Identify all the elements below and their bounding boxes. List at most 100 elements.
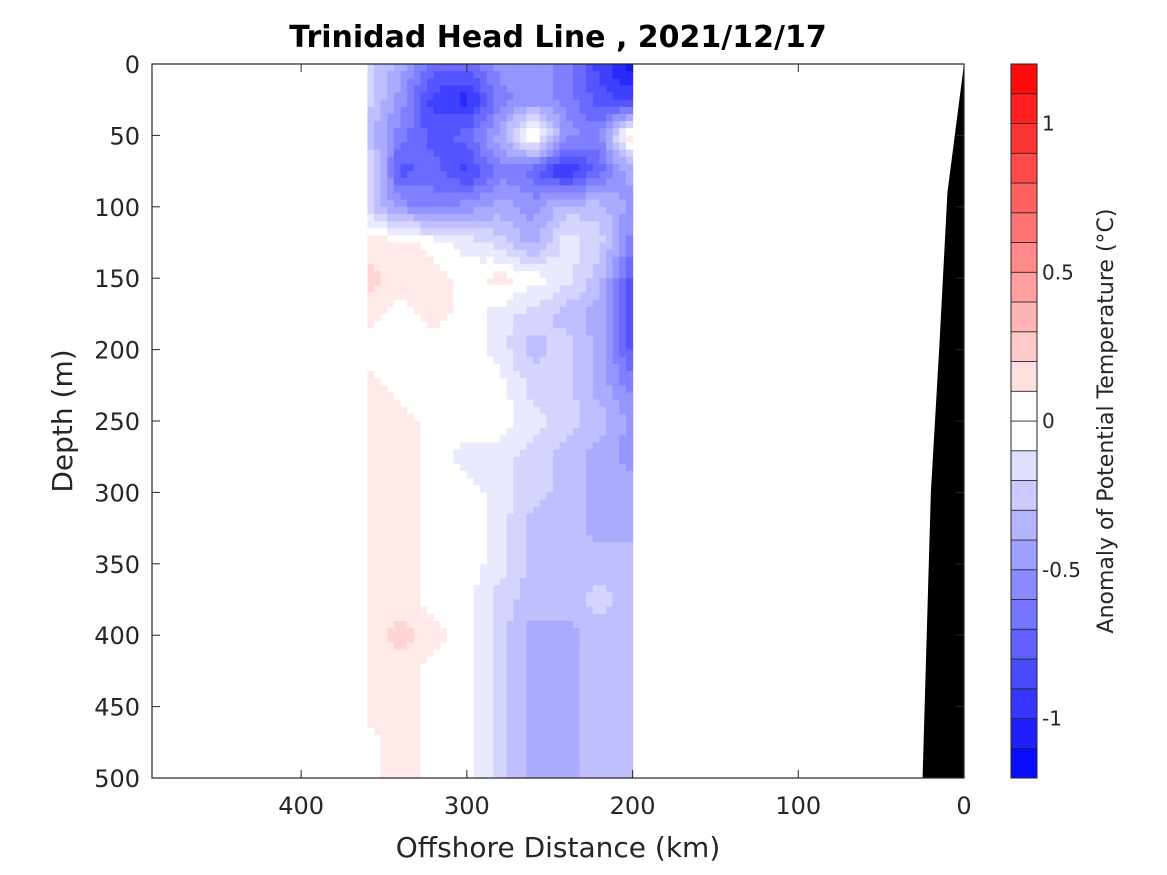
- heatmap-cell: [606, 299, 614, 308]
- heatmap-cell: [553, 399, 561, 408]
- heatmap-cell: [506, 742, 514, 751]
- heatmap-cell: [586, 263, 594, 272]
- heatmap-cell: [374, 456, 382, 465]
- heatmap-cell: [453, 185, 461, 194]
- heatmap-cell: [400, 99, 408, 108]
- heatmap-cell: [480, 313, 488, 322]
- heatmap-cell: [500, 699, 508, 708]
- heatmap-cell: [566, 720, 574, 729]
- heatmap-cell: [500, 656, 508, 665]
- heatmap-cell: [473, 78, 481, 87]
- heatmap-cell: [500, 178, 508, 186]
- heatmap-cell: [453, 392, 461, 401]
- heatmap-cell: [367, 163, 375, 172]
- heatmap-cell: [519, 685, 528, 693]
- heatmap-cell: [380, 192, 388, 201]
- heatmap-cell: [606, 763, 614, 772]
- heatmap-cell: [586, 663, 594, 672]
- heatmap-cell: [493, 321, 501, 329]
- heatmap-cell: [393, 99, 402, 108]
- heatmap-cell: [367, 342, 375, 351]
- heatmap-cell: [374, 763, 382, 772]
- heatmap-cell: [400, 306, 408, 315]
- heatmap-cell: [420, 178, 428, 186]
- heatmap-cell: [387, 463, 395, 472]
- heatmap-cell: [606, 249, 614, 258]
- heatmap-cell: [380, 470, 388, 479]
- heatmap-cell: [566, 363, 574, 372]
- heatmap-cell: [539, 321, 547, 329]
- heatmap-cell: [433, 549, 441, 558]
- heatmap-cell: [559, 463, 567, 472]
- heatmap-cell: [473, 385, 481, 394]
- heatmap-cell: [393, 663, 402, 672]
- heatmap-cell: [466, 171, 475, 179]
- heatmap-cell: [625, 563, 634, 572]
- y-tick-label: 400: [94, 622, 140, 650]
- heatmap-cell: [407, 378, 415, 386]
- heatmap-cell: [586, 692, 594, 701]
- heatmap-cell: [433, 121, 441, 129]
- heatmap-cell: [387, 735, 395, 743]
- heatmap-cell: [453, 670, 461, 679]
- heatmap-cell: [586, 356, 594, 365]
- heatmap-cell: [420, 242, 428, 251]
- heatmap-cell: [446, 99, 455, 108]
- heatmap-cell: [506, 163, 514, 172]
- heatmap-cell: [533, 363, 541, 372]
- heatmap-cell: [519, 599, 528, 608]
- heatmap-cell: [579, 406, 587, 415]
- heatmap-cell: [546, 335, 554, 344]
- heatmap-cell: [513, 213, 521, 222]
- heatmap-cell: [566, 78, 574, 87]
- heatmap-cell: [413, 256, 422, 265]
- heatmap-cell: [400, 635, 408, 643]
- heatmap-cell: [506, 485, 514, 493]
- heatmap-cell: [625, 306, 634, 315]
- heatmap-cell: [460, 435, 468, 444]
- heatmap-cell: [566, 549, 574, 558]
- heatmap-cell: [612, 392, 620, 401]
- heatmap-cell: [480, 649, 488, 658]
- heatmap-cell: [473, 499, 481, 508]
- heatmap-cell: [466, 128, 475, 136]
- heatmap-cell: [599, 185, 607, 194]
- heatmap-cell: [480, 142, 488, 151]
- heatmap-cell: [572, 392, 581, 401]
- heatmap-cell: [387, 520, 395, 529]
- heatmap-cell: [473, 142, 481, 151]
- heatmap-cell: [553, 742, 561, 751]
- heatmap-cell: [440, 663, 448, 672]
- heatmap-cell: [539, 178, 547, 186]
- heatmap-cell: [592, 649, 601, 658]
- heatmap-cell: [466, 699, 475, 708]
- heatmap-cell: [374, 392, 382, 401]
- heatmap-cell: [480, 378, 488, 386]
- heatmap-cell: [500, 556, 508, 565]
- heatmap-cell: [486, 570, 494, 579]
- heatmap-cell: [572, 385, 581, 394]
- heatmap-cell: [440, 478, 448, 486]
- heatmap-cell: [572, 313, 581, 322]
- heatmap-cell: [586, 392, 594, 401]
- heatmap-cell: [413, 663, 422, 672]
- heatmap-cell: [367, 335, 375, 344]
- heatmap-cell: [393, 713, 402, 722]
- heatmap-cell: [559, 113, 567, 122]
- heatmap-cell: [486, 556, 494, 565]
- heatmap-cell: [519, 413, 528, 422]
- heatmap-cell: [413, 492, 422, 501]
- heatmap-cell: [413, 656, 422, 665]
- heatmap-cell: [579, 485, 587, 493]
- heatmap-cell: [619, 378, 627, 386]
- heatmap-cell: [486, 456, 494, 465]
- heatmap-cell: [480, 349, 488, 358]
- heatmap-cell: [433, 142, 441, 151]
- heatmap-cell: [500, 235, 508, 244]
- heatmap-cell: [572, 478, 581, 486]
- heatmap-cell: [506, 442, 514, 451]
- heatmap-cell: [473, 392, 481, 401]
- heatmap-cell: [566, 121, 574, 129]
- heatmap-cell: [526, 299, 534, 308]
- heatmap-cell: [572, 720, 581, 729]
